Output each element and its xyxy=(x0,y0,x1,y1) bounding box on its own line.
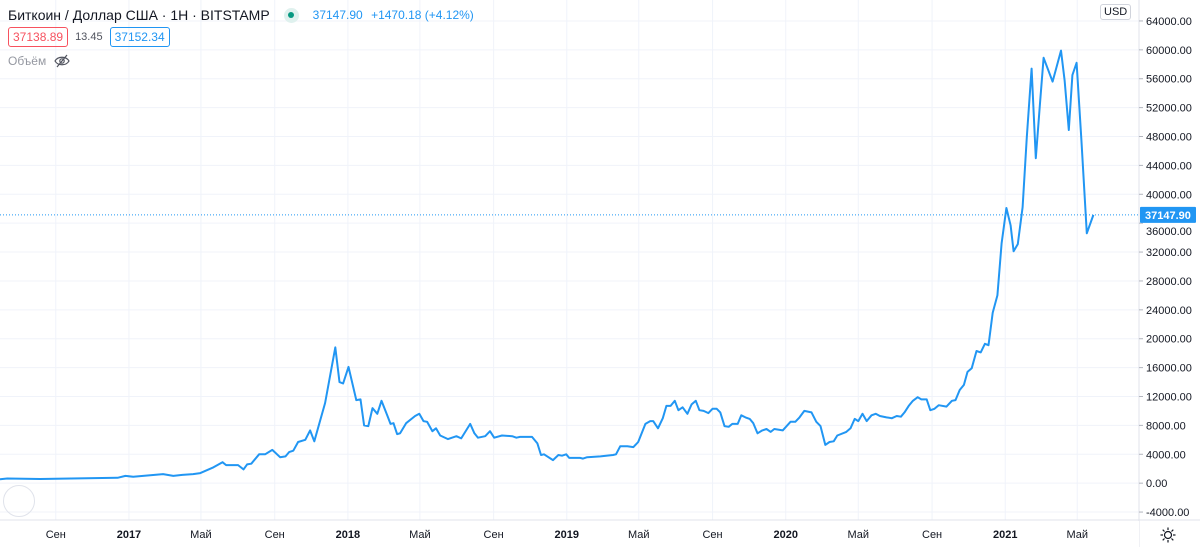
price-axis-labels: -4000.00 0.00 4000.00 8000.00 12000.00 16000.… xyxy=(1139,16,1192,519)
x-tick-label: Май xyxy=(409,529,431,541)
time-axis[interactable] xyxy=(0,521,1139,547)
symbol-title[interactable]: Биткоин / Доллар США · 1H · BITSTAMP xyxy=(8,7,270,23)
grid xyxy=(0,0,1139,520)
y-tick-label: 4000.00 xyxy=(1146,449,1186,461)
x-tick-label: 2019 xyxy=(555,529,579,541)
buy-button[interactable]: 37152.34 xyxy=(109,27,170,47)
x-tick-label: 2020 xyxy=(773,529,797,541)
series-layer xyxy=(0,49,1095,481)
y-tick-label: 52000.00 xyxy=(1146,103,1192,115)
y-tick-label: 40000.00 xyxy=(1146,189,1192,201)
x-tick-label: Сен xyxy=(265,529,285,541)
x-tick-label: 2018 xyxy=(336,529,360,541)
sell-button[interactable]: 37138.89 xyxy=(8,27,69,47)
y-tick-label: 8000.00 xyxy=(1146,420,1186,432)
y-tick-label: -4000.00 xyxy=(1146,507,1189,519)
y-tick-label: 48000.00 xyxy=(1146,132,1192,144)
x-tick-label: Сен xyxy=(702,529,722,541)
x-tick-label: Май xyxy=(848,529,870,541)
y-tick-label: 64000.00 xyxy=(1146,16,1192,28)
last-price-axis-label: 37147.90 xyxy=(1145,210,1191,222)
currency-button[interactable]: USD xyxy=(1100,4,1132,20)
y-tick-label: 32000.00 xyxy=(1146,247,1192,259)
price-change: +1470.18 (+4.12%) xyxy=(371,8,474,22)
x-tick-label: Сен xyxy=(922,529,942,541)
y-tick-label: 0.00 xyxy=(1146,478,1167,490)
time-axis-labels: Сен 2017 Май Сен 2018 Май Сен 2019 Май Сен 2020 Май… xyxy=(46,529,1088,541)
price-line[interactable] xyxy=(0,49,1095,481)
last-price-marker: 37147.90 xyxy=(0,206,1196,223)
x-tick-label: 2021 xyxy=(993,529,1017,541)
symbol-legend: Биткоин / Доллар США · 1H · BITSTAMP 371… xyxy=(8,6,479,68)
logo-circle[interactable] xyxy=(3,485,35,517)
y-tick-label: 44000.00 xyxy=(1146,160,1192,172)
y-tick-label: 60000.00 xyxy=(1146,45,1192,57)
x-tick-label: Сен xyxy=(46,529,66,541)
x-tick-label: Май xyxy=(1066,529,1088,541)
x-tick-label: 2017 xyxy=(117,529,141,541)
y-tick-label: 12000.00 xyxy=(1146,392,1192,404)
market-status-icon[interactable] xyxy=(283,7,299,23)
last-price: 37147.90 xyxy=(312,8,363,22)
x-tick-label: Сен xyxy=(484,529,504,541)
eye-crossed-icon[interactable] xyxy=(54,54,70,68)
y-tick-label: 16000.00 xyxy=(1146,363,1192,375)
x-tick-label: Май xyxy=(190,529,212,541)
price-readout: 37147.90 +1470.18 (+4.12%) xyxy=(313,8,479,22)
gear-icon[interactable] xyxy=(1160,527,1176,543)
last-price-badge xyxy=(1140,206,1196,223)
spread-value: 13.45 xyxy=(75,31,103,43)
volume-indicator-label[interactable]: Объём xyxy=(8,54,47,68)
y-tick-label: 28000.00 xyxy=(1146,276,1192,288)
y-tick-label: 36000.00 xyxy=(1146,226,1192,238)
y-tick-label: 56000.00 xyxy=(1146,74,1192,86)
y-tick-label: 24000.00 xyxy=(1146,305,1192,317)
y-tick-label: 20000.00 xyxy=(1146,334,1192,346)
x-tick-label: Май xyxy=(628,529,650,541)
